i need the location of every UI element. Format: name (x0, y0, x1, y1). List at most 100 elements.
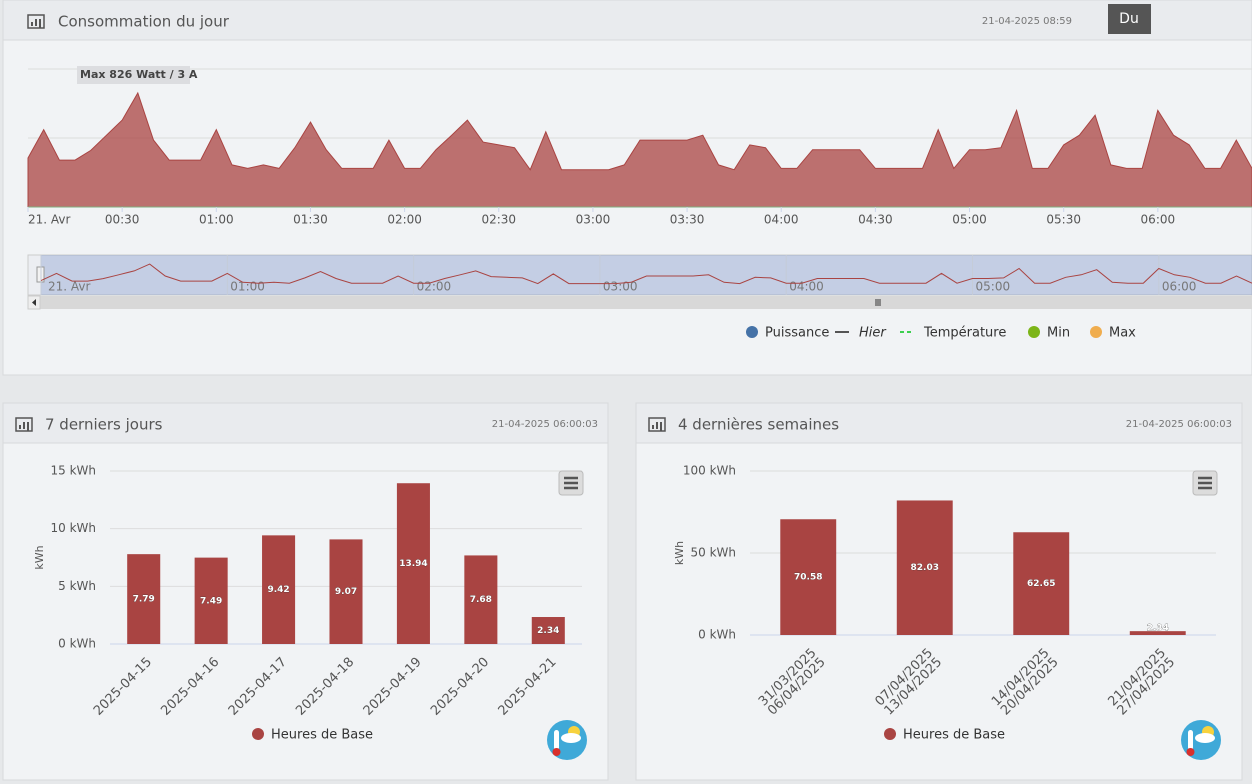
header-icon (27, 14, 45, 29)
panel (2, 402, 609, 781)
weather-thermometer-bulb (552, 748, 561, 756)
navigator-tick-label: 03:00 (603, 280, 638, 294)
header-icon-bar (31, 22, 33, 26)
panel-title: 7 derniers jours (45, 416, 163, 434)
panel-timestamp: 21-04-2025 06:00:03 (1126, 419, 1232, 430)
weather-thermometer (1188, 730, 1193, 750)
bar (896, 500, 953, 635)
navigator-selection (41, 255, 1252, 295)
panel-header (2, 402, 609, 444)
weather-cloud (561, 733, 581, 743)
x-tick-label: 04:00 (764, 213, 799, 227)
bar (531, 617, 565, 644)
panel-timestamp: 21-04-2025 06:00:03 (492, 419, 598, 430)
x-tick-label: 02:30 (481, 213, 516, 227)
legend-symbol[interactable] (746, 326, 758, 338)
y-tick-label: 0 kWh (698, 628, 736, 642)
legend-label[interactable]: Heures de Base (903, 728, 1005, 743)
x-tick-label: 00:30 (105, 213, 140, 227)
bar (127, 554, 161, 644)
y-tick-label: 100 kWh (683, 464, 736, 478)
x-tick-label: 03:00 (576, 213, 611, 227)
y-axis-label: kWh (33, 545, 46, 569)
panel-header (2, 0, 1252, 41)
legend-label[interactable]: Heures de Base (271, 728, 373, 743)
bar-value-label: 70.58 (794, 573, 822, 583)
panel-header (635, 402, 1243, 444)
header-icon-bar (660, 422, 662, 431)
navigator-line (40, 263, 1252, 285)
bar-value-label: 7.79 (133, 595, 155, 605)
x-tick-label: 06:00 (1141, 213, 1176, 227)
bar (1013, 532, 1070, 635)
bar-value-label: 62.65 (1027, 579, 1055, 589)
header-icon-bar (27, 422, 29, 431)
annotation-box (77, 66, 190, 84)
x-tick-label: 02:00 (387, 213, 422, 227)
bar-value-label: 2.34 (1147, 624, 1169, 634)
header-icon-bar (19, 425, 21, 429)
navigator (27, 254, 1252, 296)
scrollbar-arrow-icon (32, 299, 36, 306)
bar-value-label: 7.68 (470, 595, 492, 605)
scrollbar[interactable] (28, 296, 1252, 309)
navigator-tick-label: 06:00 (1162, 280, 1197, 294)
x-tick-label: 01:30 (293, 213, 328, 227)
bar (780, 519, 837, 635)
bar (194, 557, 228, 644)
panel-title: 4 dernières semaines (678, 416, 839, 434)
bar-value-label: 82.03 (911, 563, 939, 573)
header-icon (15, 417, 33, 432)
navigator-tick-label: 21. Avr (48, 280, 91, 294)
header-icon-bar (652, 425, 654, 429)
bar (1129, 631, 1186, 635)
y-tick-label: 0 kWh (58, 637, 96, 651)
x-tick-label: 03:30 (670, 213, 705, 227)
bar (329, 539, 363, 644)
legend-label[interactable]: Puissance (765, 326, 829, 341)
y-tick-label: 15 kWh (50, 464, 96, 478)
bar (262, 535, 296, 644)
x-tick-label: 04:30 (858, 213, 893, 227)
legend-symbol[interactable] (1028, 326, 1040, 338)
legend-label[interactable]: Hier (859, 326, 887, 341)
panel-timestamp: 21-04-2025 08:59 (982, 16, 1072, 27)
area (27, 91, 1252, 208)
header-icon (648, 417, 666, 432)
header-icon-bar (656, 422, 658, 429)
bar-value-label: 2.34 (537, 626, 559, 636)
navigator-tick-label: 01:00 (230, 280, 265, 294)
weather-thermometer-bulb (1186, 748, 1195, 756)
legend-label[interactable]: Min (1047, 326, 1070, 341)
weather-thermometer (554, 730, 559, 750)
header-icon-bar (39, 19, 41, 28)
panel-title: Consommation du jour (58, 13, 230, 31)
date-button-label[interactable]: Du (1119, 11, 1139, 27)
legend-symbol[interactable] (252, 728, 264, 740)
y-tick-label: 10 kWh (50, 521, 96, 535)
bar-value-label: 7.49 (200, 596, 222, 606)
x-tick-label: 05:30 (1046, 213, 1081, 227)
date-button[interactable] (1108, 4, 1151, 34)
legend-label[interactable]: Température (923, 326, 1006, 341)
x-tick-label: 21. Avr (28, 213, 71, 227)
y-axis-label: kWh (673, 541, 686, 565)
bar (396, 483, 430, 644)
weather-cloud (1195, 733, 1215, 743)
bar (464, 555, 498, 644)
x-tick-label: 05:00 (952, 213, 987, 227)
header-icon-bar (35, 19, 37, 26)
x-tick-label: 01:00 (199, 213, 234, 227)
header-icon-bar (23, 422, 25, 429)
y-tick-label: 50 kWh (690, 546, 736, 560)
legend-label[interactable]: Max (1109, 326, 1136, 341)
annotation: Max 826 Watt / 3 A (80, 68, 198, 81)
bar-value-label: 9.07 (335, 587, 357, 597)
y-tick-label: 5 kWh (58, 579, 96, 593)
navigator-tick-label: 05:00 (976, 280, 1011, 294)
bar-value-label: 13.94 (399, 559, 427, 569)
legend-symbol[interactable] (884, 728, 896, 740)
legend-symbol[interactable] (1090, 326, 1102, 338)
bar-value-label: 9.42 (267, 585, 289, 595)
